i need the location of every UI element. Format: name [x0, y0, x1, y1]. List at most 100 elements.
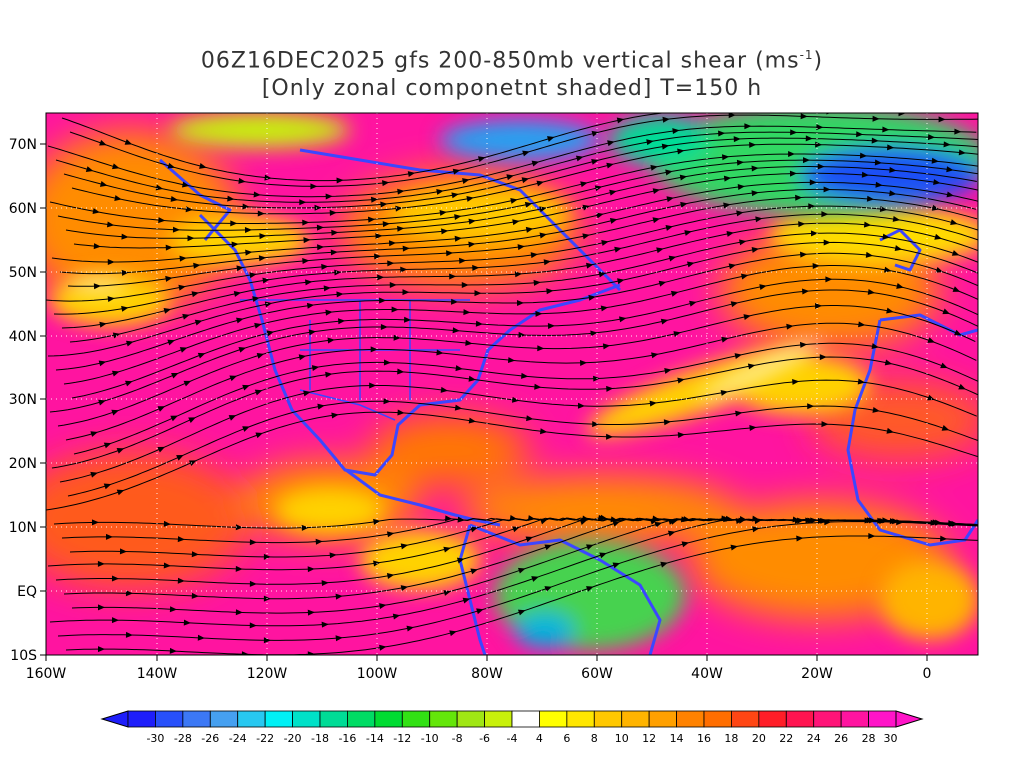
streamline-arrow [112, 332, 121, 339]
streamline-arrow [801, 288, 810, 295]
streamline-arrow [892, 215, 901, 222]
streamline-arrow [93, 283, 101, 290]
streamline-arrow [684, 230, 692, 236]
streamline-arrow [197, 352, 206, 359]
colorbar-label: -24 [229, 732, 247, 745]
streamline-arrow [370, 346, 378, 353]
colorbar-swatch [319, 710, 348, 728]
streamline-arrow [386, 573, 395, 579]
streamline-arrow [375, 233, 383, 240]
streamline-arrow [788, 151, 796, 158]
streamline-arrow [896, 519, 904, 526]
streamline-arrow [530, 252, 538, 259]
colorbar-swatch [868, 710, 897, 728]
streamline-arrow [103, 483, 112, 490]
streamline-arrow [475, 320, 483, 327]
streamline-arrow [177, 536, 185, 543]
streamline-arrow [759, 284, 767, 290]
streamline-arrow [463, 309, 471, 316]
streamline-arrow [254, 322, 262, 329]
streamline-arrow [579, 359, 588, 366]
x-axis-labels: 160W 140W 120W 100W 80W 60W 40W 20W 0 [26, 666, 932, 682]
streamline-arrow [317, 244, 325, 251]
streamline-arrow [443, 546, 451, 553]
colorbar: -30 -28 -26 -24 -22 -20 -18 -16 -14 -12 -10 -8 -6 -4 4… [100, 710, 924, 745]
streamline [57, 305, 976, 427]
streamline-arrow [680, 201, 688, 208]
streamline [49, 289, 978, 413]
streamline-arrow [116, 448, 125, 454]
streamline-arrow [739, 239, 747, 246]
streamline-arrow [334, 269, 342, 276]
colorbar-label: 30 [884, 732, 898, 745]
streamline-arrow [602, 343, 611, 350]
streamline-arrow [307, 609, 315, 616]
streamline-arrow [586, 544, 594, 551]
streamline-arrow [539, 232, 547, 239]
streamline-arrow [451, 192, 459, 199]
streamline-arrow [391, 306, 399, 313]
streamline-arrow [868, 533, 876, 540]
streamline-arrow [652, 188, 661, 195]
streamline-arrow [609, 189, 617, 196]
streamline-arrow [744, 123, 752, 130]
x-tick-120w: 120W [247, 666, 288, 682]
streamline-arrow [786, 323, 794, 330]
streamline-arrow [612, 562, 621, 569]
streamline-arrow [600, 514, 608, 521]
streamline-arrow [596, 212, 604, 219]
streamline-arrow [369, 382, 377, 389]
streamline-arrow [857, 378, 866, 385]
streamline-arrow [606, 162, 614, 169]
streamline-arrow [510, 198, 518, 204]
streamline-arrow [514, 271, 523, 278]
colorbar-label: 20 [752, 732, 766, 745]
streamline-arrow [665, 169, 673, 176]
streamline-arrow [884, 266, 892, 273]
streamline-arrow [660, 318, 669, 325]
streamline-arrow [317, 403, 325, 410]
streamline-arrow [823, 239, 831, 246]
field-lime-alaska [170, 113, 350, 148]
y-tick-70n: 70N [9, 137, 37, 153]
streamline-arrow [718, 130, 726, 137]
streamline-arrow [952, 286, 961, 292]
streamline-arrow [796, 535, 804, 542]
streamline-arrow [253, 191, 261, 198]
streamline-arrow [310, 183, 318, 190]
streamline-arrow [824, 519, 832, 526]
streamline-arrow [518, 331, 526, 338]
streamline-arrow [810, 230, 818, 237]
streamline [57, 159, 978, 231]
streamline-arrow [886, 307, 894, 314]
streamline-arrow [382, 221, 390, 228]
streamline [69, 114, 978, 187]
streamline-arrow [303, 390, 311, 397]
streamline [71, 143, 978, 215]
field-blue-arctic [440, 120, 600, 160]
streamline-arrow [728, 113, 736, 119]
streamline-arrow [325, 371, 333, 378]
streamline-arrow [179, 255, 187, 262]
x-tick-140w: 140W [137, 666, 178, 682]
streamline-arrow [663, 419, 672, 426]
y-tick-30n: 30N [9, 392, 37, 408]
streamline-arrow [264, 301, 273, 308]
streamline-arrow [896, 283, 904, 289]
streamline-arrow [183, 619, 191, 626]
y-tick-60n: 60N [9, 201, 37, 217]
streamline-arrow [462, 178, 470, 184]
streamline-arrow [325, 193, 333, 200]
y-tick-50n: 50N [9, 265, 37, 281]
streamline-arrow [99, 321, 107, 328]
streamline-arrow [755, 106, 762, 112]
graticule [46, 113, 978, 655]
streamline-arrow [302, 219, 310, 226]
streamline-arrow [531, 576, 539, 582]
streamline-arrow [524, 201, 533, 208]
streamline-arrow [476, 608, 484, 615]
streamline-arrow [882, 126, 890, 133]
streamline-arrow [227, 195, 235, 202]
streamline-arrow [927, 394, 935, 401]
colorbar-label: -10 [421, 732, 439, 745]
